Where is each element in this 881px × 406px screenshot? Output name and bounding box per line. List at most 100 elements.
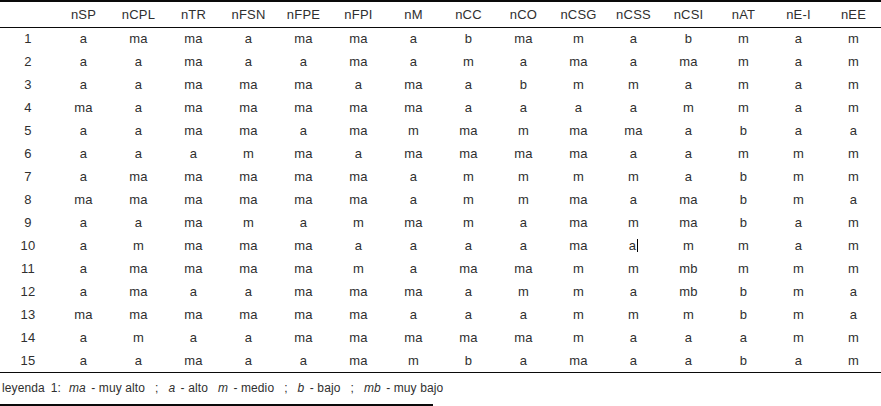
table-cell: ma [166, 73, 221, 96]
table-cell: a [56, 234, 111, 257]
column-header-nee: nEE [826, 1, 881, 27]
table-cell: ma [56, 188, 111, 211]
table-cell: ma [331, 50, 386, 73]
table-cell: a [771, 50, 826, 73]
table-cell: ma [386, 73, 441, 96]
row-number: 15 [0, 349, 56, 372]
table-cell: m [771, 303, 826, 326]
table-cell: m [496, 280, 551, 303]
table-cell: a [606, 50, 661, 73]
row-number: 4 [0, 96, 56, 119]
table-cell: m [551, 303, 606, 326]
table-cell: ma [551, 50, 606, 73]
table-cell: m [606, 303, 661, 326]
table-cell: ma [331, 96, 386, 119]
table-cell: m [496, 119, 551, 142]
table-cell: ma [386, 211, 441, 234]
column-header-ncc: nCC [441, 1, 496, 27]
table-cell: ma [276, 303, 331, 326]
table-cell: m [716, 96, 771, 119]
table-row: 9aamamammamamammabam [0, 211, 881, 234]
legend-item-a: a - alto [168, 381, 208, 395]
table-cell: m [441, 50, 496, 73]
table-cell: b [441, 27, 496, 50]
table-cell: a [276, 50, 331, 73]
table-cell: ma [111, 165, 166, 188]
table-cell: m [331, 211, 386, 234]
table-cell: m [716, 50, 771, 73]
table-row: 8mamamamamamaammmaamabma [0, 188, 881, 211]
table-cell: m [221, 142, 276, 165]
table-cell: ma [166, 211, 221, 234]
table-cell: a [606, 27, 661, 50]
table-cell: ma [386, 142, 441, 165]
table-cell: ma [166, 257, 221, 280]
table-cell: m [551, 326, 606, 349]
table-cell: ma [331, 188, 386, 211]
table-cell: a [56, 50, 111, 73]
table-cell: a [441, 234, 496, 257]
table-cell: m [771, 326, 826, 349]
table-cell: a [111, 50, 166, 73]
column-header-nm: nM [386, 1, 441, 27]
table-row: 4maamamamamamaaaaammam [0, 96, 881, 119]
table-cell: a [606, 280, 661, 303]
table-cell: ma [496, 27, 551, 50]
evaluation-table: nSPnCPLnTRnFSNnFPEnFPInMnCCnCOnCSGnCSSnC… [0, 0, 881, 373]
table-cell: ma [221, 234, 276, 257]
table-cell: m [551, 257, 606, 280]
legend-separator: ; [350, 381, 353, 395]
table-row: 7amamamamamaammmmabmm [0, 165, 881, 188]
table-cell: a [606, 349, 661, 372]
table-cell: a [826, 303, 881, 326]
table-cell: ma [661, 211, 716, 234]
table-cell: a [276, 211, 331, 234]
table-cell: ma [331, 280, 386, 303]
table-cell: a [56, 280, 111, 303]
table-cell: ma [551, 119, 606, 142]
table-cell: ma [111, 257, 166, 280]
table-cell: a [276, 349, 331, 372]
row-number: 8 [0, 188, 56, 211]
table-cell: ma [496, 326, 551, 349]
legend: leyenda 1: ma - muy alto;a - altom - med… [2, 376, 879, 400]
table-cell: a [661, 165, 716, 188]
table-cell: a [606, 188, 661, 211]
column-header-nat: nAT [716, 1, 771, 27]
table-cell: a [606, 96, 661, 119]
table-cell: ma [606, 119, 661, 142]
table-cell: ma [166, 165, 221, 188]
row-number: 9 [0, 211, 56, 234]
table-cell: m [826, 349, 881, 372]
table-cell: ma [111, 303, 166, 326]
text-caret [637, 239, 638, 252]
table-cell: m [111, 234, 166, 257]
table-cell: a [496, 303, 551, 326]
table-cell: m [771, 280, 826, 303]
table-cell: a [496, 349, 551, 372]
table-cell: m [716, 257, 771, 280]
table-row: 2aamaaamaamamaamamam [0, 50, 881, 73]
table-cell: b [716, 211, 771, 234]
table-cell: ma [331, 326, 386, 349]
row-number: 14 [0, 326, 56, 349]
table-cell: a [111, 119, 166, 142]
table-cell: a [771, 119, 826, 142]
table-cell: ma [56, 96, 111, 119]
table-cell: m [661, 96, 716, 119]
table-cell: a [56, 326, 111, 349]
table-cell: a [386, 165, 441, 188]
table-cell: a [276, 119, 331, 142]
table-cell: ma [551, 142, 606, 165]
table-cell: ma [221, 165, 276, 188]
table-cell: ma [276, 96, 331, 119]
legend-item-m: m - medio [218, 381, 274, 395]
row-number: 7 [0, 165, 56, 188]
table-cell: ma [496, 257, 551, 280]
table-cell: m [551, 73, 606, 96]
table-cell: a [661, 326, 716, 349]
table-cell: ma [166, 234, 221, 257]
table-cell: a [661, 349, 716, 372]
table-cell: ma [166, 188, 221, 211]
table-cell: m [826, 326, 881, 349]
